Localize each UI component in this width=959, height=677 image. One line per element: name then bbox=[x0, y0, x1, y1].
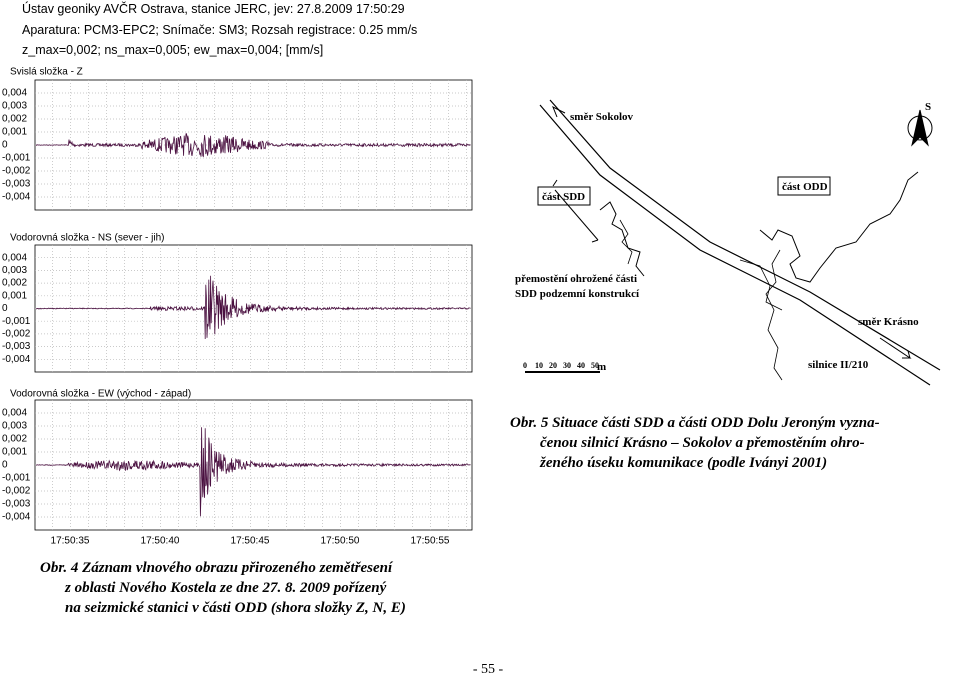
panel-title: Vodorovná složka - NS (sever - jih) bbox=[10, 233, 165, 244]
y-tick-label: 0,004 bbox=[2, 252, 27, 263]
waveform bbox=[36, 275, 471, 340]
panel-title: Vodorovná složka - EW (východ - západ) bbox=[10, 389, 191, 400]
y-tick-label: -0,002 bbox=[2, 329, 31, 340]
y-tick-label: -0,004 bbox=[2, 354, 31, 365]
y-tick-label: -0,002 bbox=[2, 486, 31, 497]
waveform bbox=[35, 133, 471, 158]
y-tick-label: 0,003 bbox=[2, 421, 27, 432]
y-tick-label: -0,001 bbox=[2, 473, 31, 484]
caption: z oblasti Nového Kostela ze dne 27. 8. 2… bbox=[64, 580, 387, 596]
y-tick-label: 0,001 bbox=[2, 447, 27, 458]
y-tick-label: -0,003 bbox=[2, 179, 31, 190]
panel-title: Svislá složka - Z bbox=[10, 67, 83, 78]
caption: čenou silnicí Krásno – Sokolov a přemost… bbox=[540, 435, 865, 451]
y-tick-label: -0,002 bbox=[2, 166, 31, 177]
x-tick-label: 17:50:35 bbox=[51, 536, 90, 547]
map-label: směr Sokolov bbox=[570, 111, 634, 123]
scale-label: 40 bbox=[577, 361, 585, 370]
y-tick-label: 0,002 bbox=[2, 114, 27, 125]
y-tick-label: 0,004 bbox=[2, 88, 27, 99]
y-tick-label: -0,004 bbox=[2, 192, 31, 203]
y-tick-label: 0,004 bbox=[2, 408, 27, 419]
scale-label: 10 bbox=[535, 361, 543, 370]
x-tick-label: 17:50:45 bbox=[231, 536, 270, 547]
map-label: SDD podzemní konstrukcí bbox=[515, 288, 640, 300]
y-tick-label: 0 bbox=[2, 460, 8, 471]
page-number: - 55 - bbox=[473, 662, 504, 677]
y-tick-label: -0,003 bbox=[2, 499, 31, 510]
y-tick-label: 0 bbox=[2, 140, 8, 151]
map-label: část SDD bbox=[542, 191, 585, 203]
y-tick-label: 0,002 bbox=[2, 434, 27, 445]
map-label: směr Krásno bbox=[858, 316, 919, 328]
map-label: přemostění ohrožené části bbox=[515, 273, 637, 285]
y-tick-label: -0,001 bbox=[2, 153, 31, 164]
caption: Obr. 4 Záznam vlnového obrazu přirozenéh… bbox=[40, 560, 394, 576]
header-line: Aparatura: PCM3-EPC2; Snímače: SM3; Rozs… bbox=[22, 23, 417, 37]
scale-unit: m bbox=[597, 361, 606, 373]
x-tick-label: 17:50:40 bbox=[141, 536, 180, 547]
y-tick-label: 0,001 bbox=[2, 290, 27, 301]
waveform bbox=[35, 427, 471, 517]
scale-label: 20 bbox=[549, 361, 557, 370]
map-label: silnice II/210 bbox=[808, 359, 869, 371]
caption: ženého úseku komunikace (podle Iványi 20… bbox=[539, 455, 827, 471]
y-tick-label: 0,001 bbox=[2, 127, 27, 138]
y-tick-label: 0 bbox=[2, 303, 8, 314]
y-tick-label: -0,004 bbox=[2, 512, 31, 523]
y-tick-label: 0,003 bbox=[2, 101, 27, 112]
header-line: Ústav geoniky AVČR Ostrava, stanice JERC… bbox=[22, 1, 405, 16]
y-tick-label: 0,002 bbox=[2, 278, 27, 289]
header-line: z_max=0,002; ns_max=0,005; ew_max=0,004;… bbox=[22, 43, 323, 57]
y-tick-label: -0,001 bbox=[2, 316, 31, 327]
y-tick-label: -0,003 bbox=[2, 341, 31, 352]
caption: na seizmické stanici v části ODD (shora … bbox=[65, 600, 406, 616]
x-tick-label: 17:50:50 bbox=[321, 536, 360, 547]
map-label: část ODD bbox=[782, 181, 828, 193]
caption: Obr. 5 Situace části SDD a části ODD Dol… bbox=[510, 415, 880, 431]
north-label: S bbox=[925, 101, 931, 113]
scale-label: 50 bbox=[591, 361, 599, 370]
y-tick-label: 0,003 bbox=[2, 265, 27, 276]
map bbox=[525, 99, 941, 386]
scale-label: 0 bbox=[523, 361, 527, 370]
scale-label: 30 bbox=[563, 361, 571, 370]
x-tick-label: 17:50:55 bbox=[411, 536, 450, 547]
